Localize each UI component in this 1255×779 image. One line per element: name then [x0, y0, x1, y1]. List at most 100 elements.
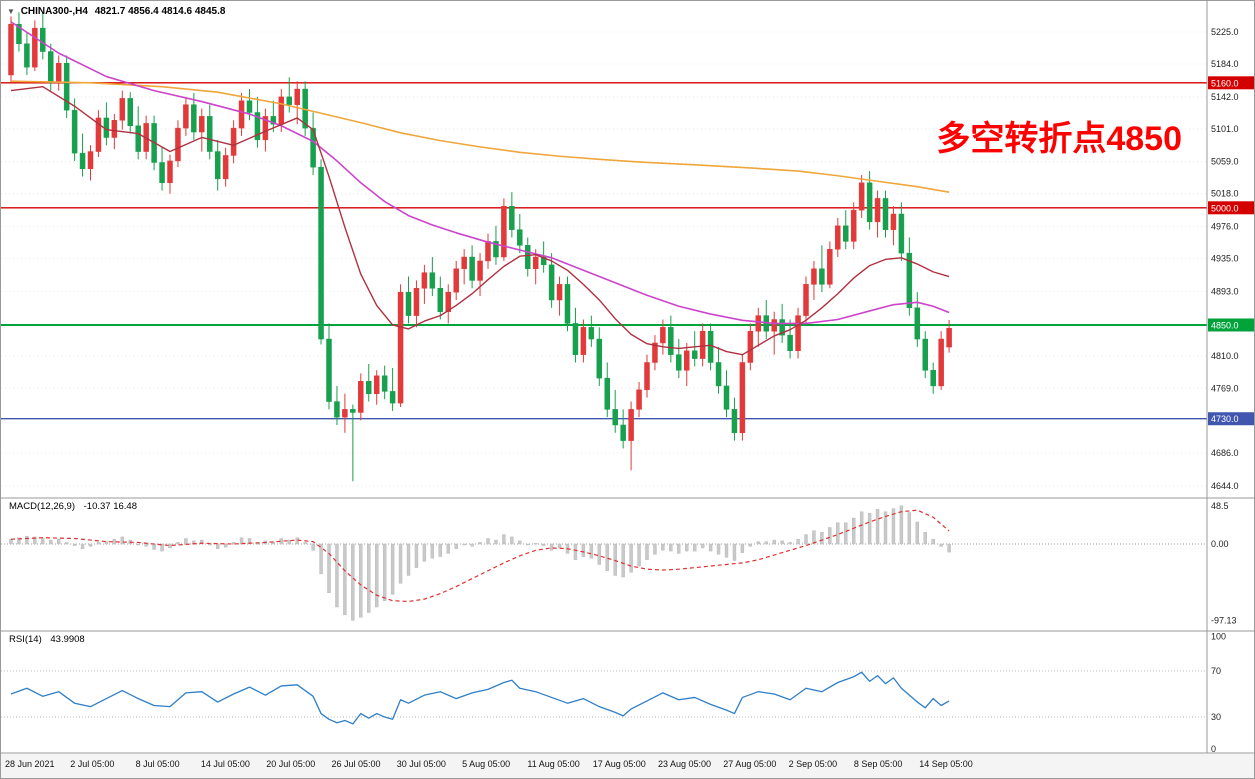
rsi-axis-label: 30: [1211, 712, 1221, 722]
macd-histogram-bar: [740, 543, 745, 553]
candle-body: [207, 116, 213, 152]
macd-histogram-bar: [327, 543, 331, 594]
candle-body: [230, 127, 237, 156]
candle-body: [8, 23, 14, 76]
macd-histogram-bar: [931, 539, 935, 545]
candle-body: [914, 307, 921, 340]
time-tick-label: 8 Sep 05:00: [854, 759, 903, 769]
candle-body: [453, 268, 459, 293]
candle-body: [548, 264, 555, 301]
macd-histogram-bar: [836, 522, 840, 545]
candle-body: [286, 96, 292, 105]
macd-histogram-bar: [772, 539, 776, 545]
candle-body: [421, 272, 428, 289]
candle-body: [668, 327, 674, 355]
macd-histogram-bar: [621, 543, 625, 578]
candle-body: [127, 98, 133, 127]
price-tick-label: 5142.0: [1211, 92, 1239, 102]
candle-body: [811, 268, 817, 285]
price-tick-label: 5184.0: [1211, 59, 1239, 69]
macd-label: MACD(12,26,9): [9, 501, 75, 512]
macd-histogram-bar: [828, 527, 832, 545]
candle-body: [429, 272, 436, 289]
macd-histogram-bar: [335, 543, 339, 608]
price-tick-label: 5225.0: [1211, 27, 1239, 37]
macd-histogram-bar: [629, 543, 633, 573]
macd-histogram-bar: [430, 543, 435, 559]
macd-histogram-bar: [422, 543, 427, 562]
macd-histogram-bar: [685, 543, 689, 552]
candle-body: [898, 213, 905, 254]
macd-histogram-bar: [708, 543, 713, 552]
annotation-text[interactable]: 多空转折点4850: [936, 120, 1182, 158]
candle-body: [310, 127, 316, 168]
price-tick-label: 4976.0: [1211, 222, 1239, 232]
candle-body: [405, 291, 412, 316]
time-tick-label: 14 Jul 05:00: [201, 759, 250, 769]
macd-histogram-bar: [557, 543, 562, 549]
candle-body: [24, 43, 30, 68]
candle-body: [119, 98, 126, 121]
candle-body: [755, 315, 762, 332]
macd-histogram-bar: [168, 543, 172, 549]
candle-body: [819, 268, 825, 285]
macd-histogram-bar: [96, 542, 101, 545]
time-tick-label: 5 Aug 05:00: [462, 759, 510, 769]
macd-histogram-bar: [406, 543, 411, 576]
time-axis-strip[interactable]: [1, 754, 1255, 779]
chart-title: ▼ CHINA300-,H4 4821.7 4856.4 4814.6 4845…: [7, 6, 229, 17]
macd-histogram-bar: [541, 543, 546, 546]
candle-body: [731, 409, 738, 434]
macd-histogram-bar: [859, 511, 864, 545]
ma-fast-darkred: [10, 86, 950, 356]
macd-histogram-bar: [502, 534, 506, 545]
resistance-line-5000-tag: [1208, 201, 1254, 215]
macd-histogram-bar: [780, 540, 784, 545]
ma-mid-magenta: [10, 21, 950, 325]
macd-signal-line: [10, 509, 950, 603]
candle-body: [270, 116, 277, 125]
time-tick-label: 14 Sep 05:00: [919, 759, 973, 769]
macd-histogram-bar: [700, 543, 705, 549]
macd-histogram-bar: [518, 540, 522, 545]
candle-body: [48, 51, 54, 84]
candle-body: [278, 96, 285, 125]
macd-histogram-bar: [510, 536, 514, 545]
candle-body: [469, 256, 475, 281]
candle-body: [262, 116, 269, 141]
price-tick-label: 4769.0: [1211, 383, 1239, 393]
rsi-line: [10, 671, 950, 725]
pivot-line-4850-tag-label: 4850.0: [1211, 320, 1239, 330]
candle-body: [477, 260, 483, 281]
candle-body: [350, 409, 356, 413]
rsi-value: 43.9908: [50, 634, 85, 645]
candle-body: [135, 125, 141, 152]
candle-body: [294, 88, 300, 105]
candle-body: [835, 225, 841, 250]
candle-body: [564, 284, 571, 324]
macd-histogram-bar: [804, 534, 808, 545]
time-tick-label: 30 Jul 05:00: [397, 759, 446, 769]
candle-body: [389, 391, 396, 404]
symbol-dropdown-icon[interactable]: ▼: [7, 7, 15, 16]
time-tick-label: 20 Jul 05:00: [266, 759, 315, 769]
candle-body: [803, 284, 809, 316]
candle-body: [723, 385, 730, 410]
candle-body: [334, 401, 340, 418]
candle-body: [55, 63, 62, 84]
candle-body: [572, 323, 579, 355]
macd-histogram-bar: [470, 543, 474, 547]
macd-histogram-bar: [33, 536, 37, 545]
pivot-line-4850-tag: [1208, 318, 1254, 332]
candle-body: [906, 252, 913, 309]
candle-body: [850, 209, 857, 242]
macd-histogram-bar: [398, 543, 403, 584]
candle-body: [413, 288, 420, 316]
candle-body: [938, 338, 944, 387]
macd-histogram-bar: [812, 530, 816, 545]
macd-histogram-bar: [820, 531, 824, 545]
macd-histogram-bar: [57, 539, 61, 545]
resistance-line-5160-tag-label: 5160.0: [1211, 78, 1239, 88]
